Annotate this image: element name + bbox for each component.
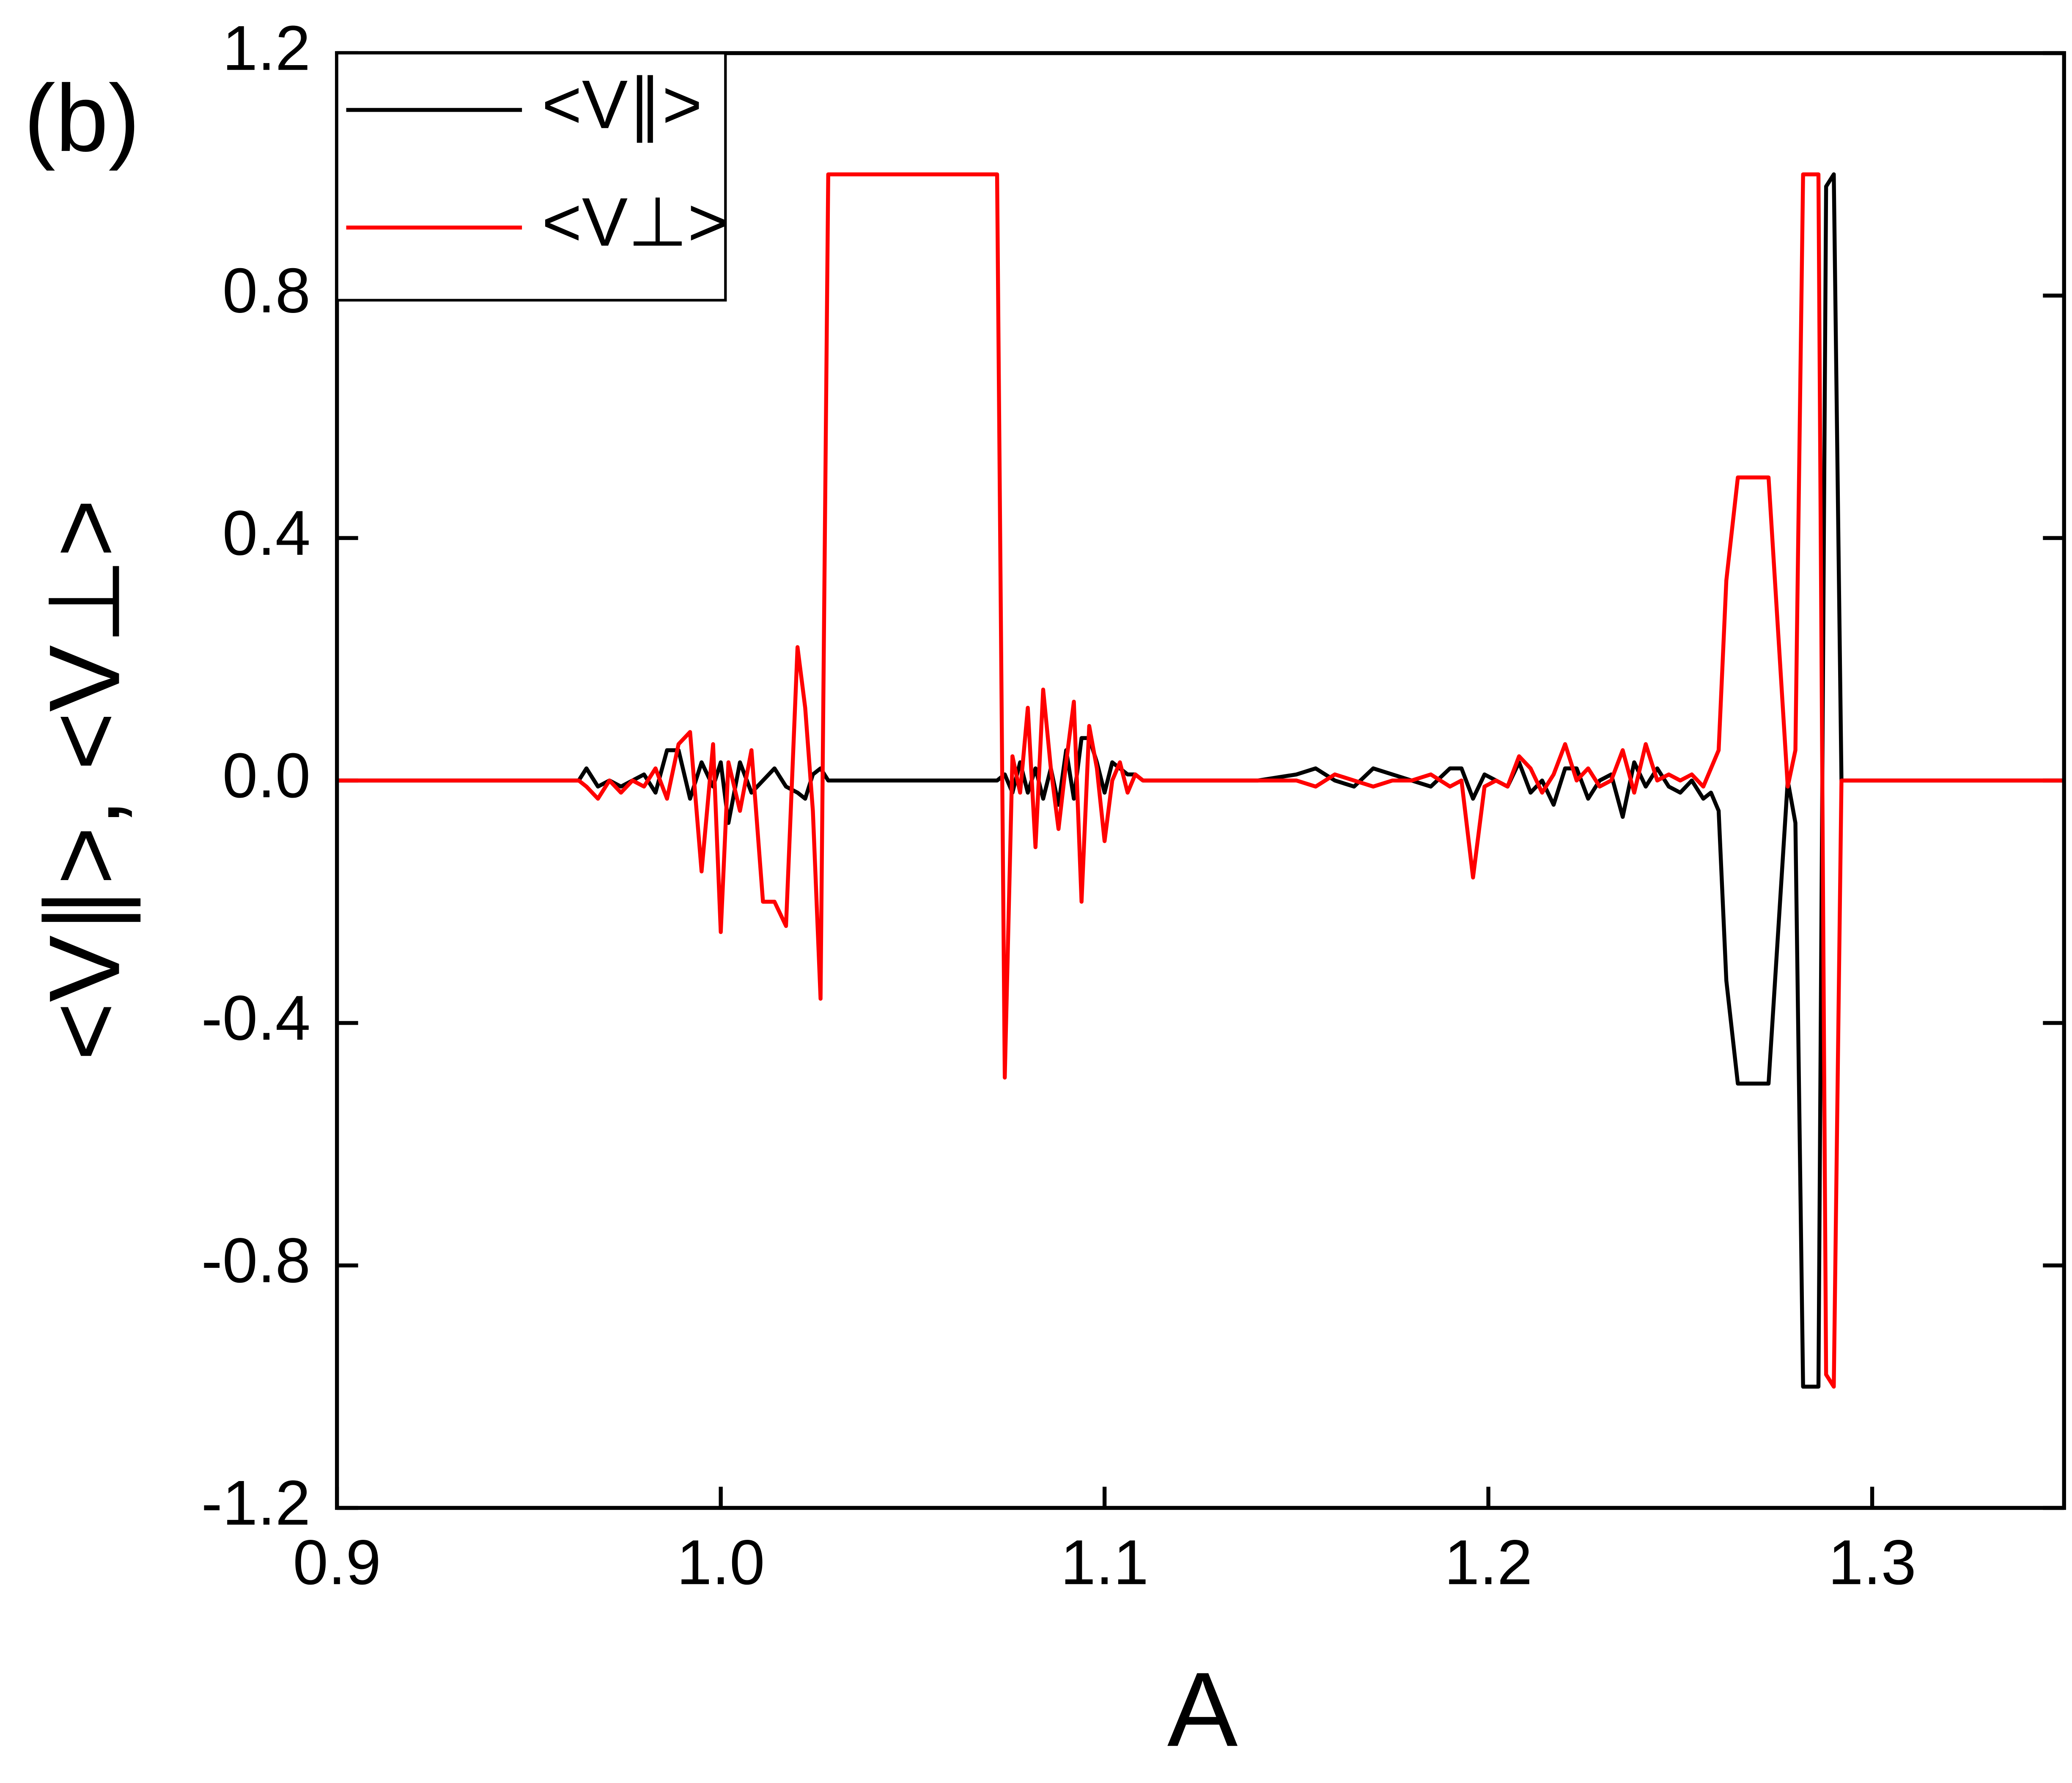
legend-label: <V∥> — [542, 66, 702, 143]
y-tick-label: -0.4 — [201, 982, 310, 1053]
y-tick-label: 0.8 — [222, 255, 310, 326]
legend-box — [335, 52, 727, 302]
y-tick-label: 0.0 — [222, 740, 310, 811]
series-line — [337, 172, 2064, 1389]
y-tick-label: 0.4 — [222, 497, 310, 568]
legend-label: <V⊥> — [542, 184, 728, 261]
y-tick-label: 1.2 — [222, 12, 310, 83]
x-tick-label: 1.3 — [1828, 1527, 1916, 1598]
x-tick-label: 1.0 — [677, 1527, 765, 1598]
x-tick-label: 1.1 — [1060, 1527, 1148, 1598]
y-tick-label: -0.8 — [201, 1225, 310, 1296]
y-axis-label: <V∥>, <V⊥> — [28, 499, 140, 1061]
x-axis-label: A — [1167, 1650, 1238, 1768]
plot-frame — [335, 51, 2066, 1510]
x-tick-label: 0.9 — [293, 1527, 381, 1598]
panel-label: (b) — [24, 65, 140, 171]
y-tick-label: -1.2 — [201, 1467, 310, 1538]
x-tick-label: 1.2 — [1444, 1527, 1532, 1598]
